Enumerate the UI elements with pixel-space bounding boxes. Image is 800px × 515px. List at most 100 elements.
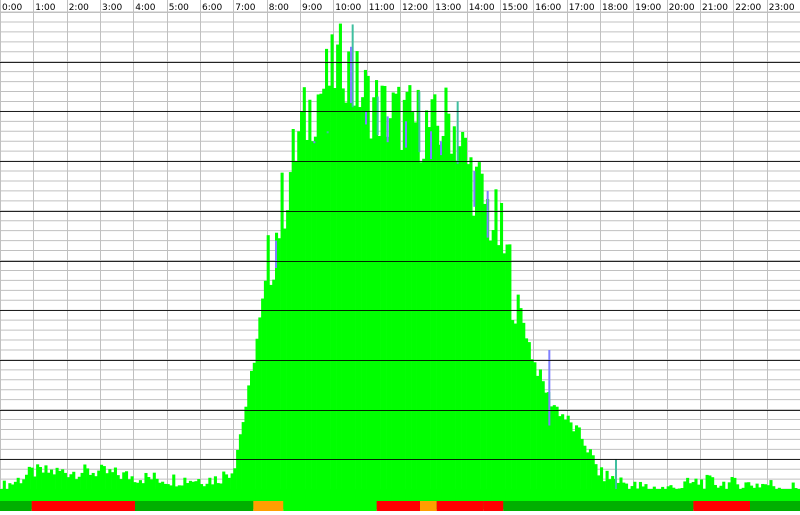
traffic-bar — [447, 113, 451, 510]
overlay-spike — [430, 131, 432, 160]
x-tick-label: 17:00 — [569, 3, 595, 13]
overlay-spike — [440, 141, 442, 156]
traffic-bar — [600, 467, 604, 509]
traffic-bar — [394, 93, 398, 509]
x-tick-label: 0:00 — [2, 3, 22, 13]
traffic-bar — [416, 89, 420, 510]
traffic-bar — [425, 110, 429, 510]
overlay-spike — [486, 190, 489, 238]
traffic-bar — [338, 23, 342, 509]
traffic-bar — [355, 51, 359, 509]
traffic-bar — [38, 467, 42, 509]
traffic-bar — [563, 419, 567, 509]
traffic-bar — [555, 406, 559, 509]
traffic-bar — [297, 131, 301, 509]
traffic-bar — [272, 279, 276, 509]
traffic-bar — [400, 149, 404, 509]
traffic-bar — [452, 126, 456, 510]
traffic-bar — [397, 86, 401, 510]
traffic-bar — [483, 203, 487, 509]
traffic-bar — [244, 406, 248, 509]
traffic-bar — [388, 118, 392, 509]
traffic-bar — [463, 137, 467, 510]
traffic-bar — [405, 91, 409, 510]
baseline-band — [436, 501, 484, 511]
traffic-bar — [363, 69, 367, 509]
traffic-bar — [488, 240, 492, 509]
traffic-bar — [250, 370, 254, 509]
traffic-bar — [461, 131, 465, 510]
overlay-spike — [350, 46, 352, 104]
traffic-bar — [380, 85, 384, 510]
traffic-bar — [591, 455, 595, 509]
traffic-bar — [511, 320, 515, 509]
x-tick-label: 6:00 — [202, 3, 222, 13]
traffic-bar — [311, 141, 315, 509]
x-tick-label: 18:00 — [602, 3, 628, 13]
traffic-bar — [522, 322, 526, 509]
traffic-bar — [500, 202, 504, 510]
baseline-layer — [0, 489, 800, 511]
traffic-bar — [336, 44, 340, 509]
traffic-bar — [541, 381, 545, 509]
traffic-bar — [55, 467, 59, 509]
traffic-bar — [377, 135, 381, 509]
traffic-bar — [288, 172, 292, 509]
traffic-bar — [547, 391, 551, 509]
traffic-bar — [561, 414, 565, 509]
traffic-bar — [291, 129, 295, 509]
traffic-bar — [497, 245, 501, 509]
traffic-bar — [544, 392, 548, 509]
major-grid-layer — [0, 62, 800, 460]
x-tick-label: 8:00 — [269, 3, 289, 13]
traffic-bar — [519, 308, 523, 509]
overlay-spike — [326, 131, 329, 134]
traffic-bar — [352, 105, 356, 509]
traffic-bar — [455, 160, 459, 509]
traffic-bar — [333, 88, 337, 510]
x-tick-label: 23:00 — [769, 3, 795, 13]
traffic-bar — [305, 139, 309, 510]
traffic-bar — [294, 161, 298, 509]
traffic-bar — [477, 162, 481, 509]
overlay-spike — [386, 116, 389, 143]
baseline-band — [135, 501, 254, 511]
traffic-bar — [413, 122, 417, 510]
traffic-bar — [275, 232, 279, 509]
traffic-bar — [241, 422, 245, 509]
traffic-bar — [391, 92, 395, 510]
traffic-bar — [369, 138, 373, 509]
traffic-bar — [100, 464, 104, 509]
x-tick-label: 19:00 — [635, 3, 661, 13]
traffic-bar — [525, 338, 529, 509]
traffic-bar — [513, 323, 517, 509]
overlay-spike — [351, 24, 354, 108]
bars-layer — [0, 23, 800, 510]
baseline-band — [590, 501, 694, 511]
x-tick-label: 2:00 — [69, 3, 89, 13]
traffic-bar — [486, 198, 490, 509]
traffic-bar — [266, 235, 270, 510]
baseline-band — [750, 501, 800, 511]
traffic-bar — [575, 425, 579, 509]
x-tick-label: 16:00 — [535, 3, 561, 13]
traffic-bar — [536, 375, 540, 509]
traffic-bar — [277, 238, 281, 509]
traffic-bar — [252, 362, 256, 509]
traffic-bar — [36, 464, 40, 509]
traffic-bar — [402, 99, 406, 509]
traffic-bar — [469, 157, 473, 509]
traffic-bar — [538, 369, 542, 509]
traffic-bar — [263, 280, 267, 509]
traffic-bar — [494, 189, 498, 510]
traffic-bar — [233, 468, 237, 509]
traffic-bar — [313, 136, 317, 509]
traffic-bar — [30, 467, 34, 509]
overlay-spike — [376, 96, 379, 136]
traffic-bar — [308, 99, 312, 509]
traffic-bar — [102, 466, 106, 509]
x-tick-label: 14:00 — [469, 3, 495, 13]
traffic-bar — [255, 338, 259, 509]
x-tick-labels: 0:00 1:00 2:00 3:00 4:00 5:00 6:00 7:00 8:00 9:00… — [2, 3, 795, 13]
